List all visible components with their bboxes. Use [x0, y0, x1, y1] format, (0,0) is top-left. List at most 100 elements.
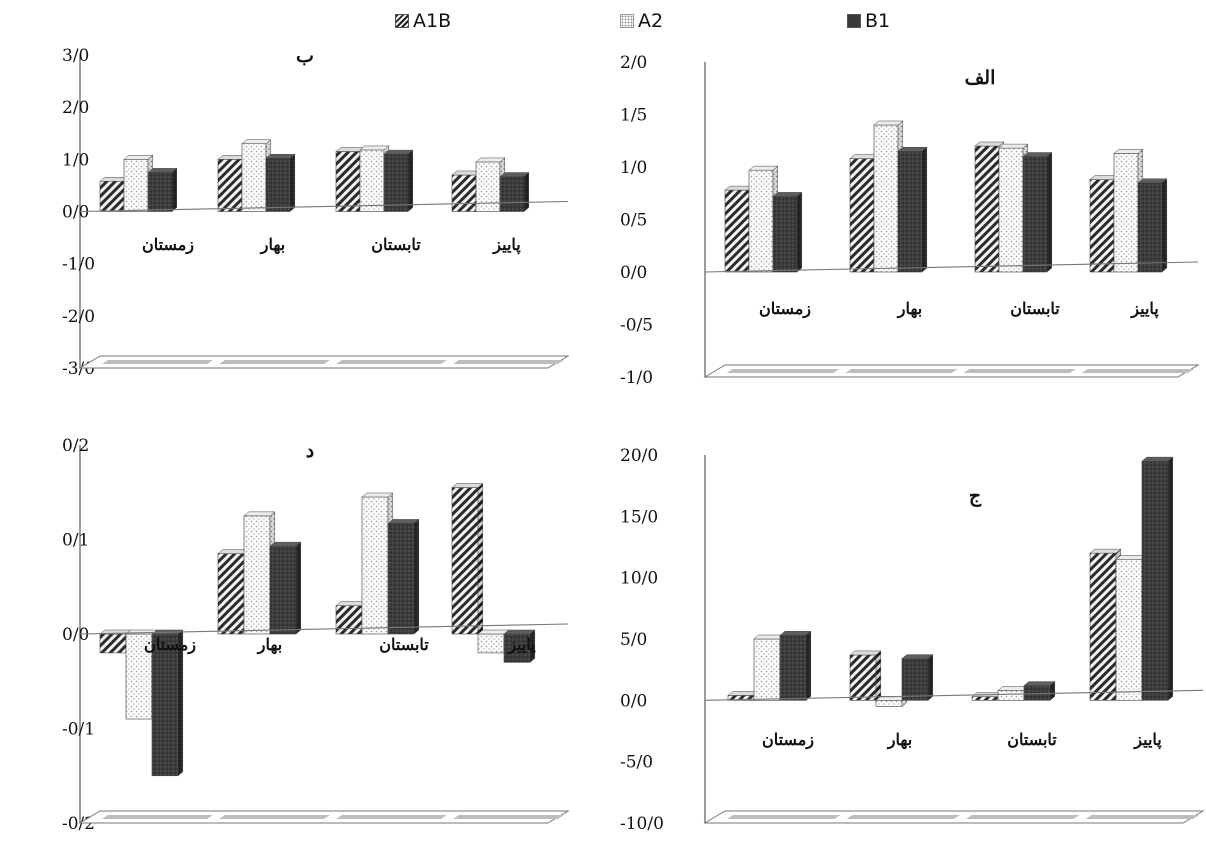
bar-top: [779, 631, 812, 636]
bar-front: [897, 150, 923, 273]
bar-front: [779, 635, 807, 701]
floor-tile: [727, 815, 841, 819]
floor-tile: [846, 815, 960, 819]
bar-side: [413, 518, 420, 635]
bar-side: [1161, 178, 1168, 273]
category-label: بهار: [257, 635, 282, 655]
bar-b1: [901, 654, 934, 701]
floor-tile: [963, 369, 1076, 373]
floor-tile: [845, 369, 958, 373]
floor-tile: [727, 369, 840, 373]
bar-top: [503, 629, 536, 635]
bar-front: [387, 523, 415, 635]
bar-top: [748, 165, 779, 171]
y-tick-label: -0/5: [620, 316, 653, 336]
bar-side: [1167, 456, 1174, 701]
bar-front: [1089, 552, 1117, 701]
chart-panel-jim: 20/0 15/0 10/0 5/0 0/0 -5/0 -10/0 زمستان بهار تاب…: [620, 446, 1205, 834]
bar-a2: [243, 511, 276, 635]
bar-top: [1022, 152, 1053, 157]
bar-front: [724, 189, 750, 273]
bar-front: [1089, 179, 1115, 273]
bar-side: [477, 482, 484, 635]
y-tick-label: 1/0: [62, 150, 89, 170]
y-tick-label: 20/0: [620, 446, 658, 466]
bar-side: [289, 153, 296, 213]
bar-top: [1141, 456, 1174, 462]
bar-top: [901, 654, 934, 659]
floor-tile: [453, 815, 564, 819]
y-tick-label: 0/1: [62, 531, 89, 551]
bar-top: [477, 629, 510, 635]
bar-front: [849, 158, 875, 273]
bar-front: [123, 159, 149, 212]
y-tick-label: 10/0: [620, 569, 658, 589]
floor-tile: [219, 360, 330, 364]
bar-front: [997, 690, 1025, 701]
bar-top: [123, 155, 154, 160]
bar-front: [99, 633, 127, 654]
bar-b1: [1022, 151, 1053, 273]
y-tick-label: 2/0: [62, 98, 89, 118]
panel-title: د: [306, 440, 314, 462]
category-label: تابستان: [1007, 730, 1057, 749]
bar-front: [241, 143, 267, 212]
bar-front: [753, 638, 781, 701]
bar-a1b: [451, 482, 484, 635]
bar-top: [1023, 681, 1056, 686]
bar-front: [748, 169, 774, 273]
bar-a1b: [849, 650, 882, 701]
bar-top: [1089, 548, 1122, 554]
bar-side: [921, 146, 928, 273]
legend-label-a2: A2: [638, 10, 664, 32]
bar-front: [974, 145, 1000, 273]
legend-item-a2: A2: [620, 10, 663, 32]
category-label: زمستان: [762, 730, 814, 750]
bar-top: [1113, 149, 1144, 154]
bar-top: [383, 149, 414, 155]
category-label: تابستان: [379, 635, 429, 654]
bar-side: [927, 654, 934, 701]
y-tick-label: 0/5: [620, 211, 647, 231]
legend-label-b1: B1: [865, 10, 891, 32]
bar-top: [873, 120, 904, 126]
y-tick-label: -0/1: [62, 720, 95, 740]
y-tick-label: 1/5: [620, 106, 647, 126]
bar-b1: [151, 629, 184, 777]
bar-front: [125, 633, 153, 720]
bar-front: [475, 161, 501, 212]
bar-front: [147, 172, 173, 212]
category-label: پاییز: [507, 635, 536, 655]
bar-front: [99, 180, 125, 212]
floor-tile: [102, 360, 213, 364]
bar-a2: [748, 165, 779, 273]
bar-top: [475, 157, 506, 163]
floor-tile: [453, 360, 564, 364]
category-label: پاییز: [492, 235, 521, 255]
bar-top: [998, 143, 1029, 149]
floor-tile: [102, 815, 213, 819]
bar-front: [477, 633, 505, 654]
chart-legend: A1B A2 B1: [0, 0, 1206, 40]
category-label: پاییز: [1133, 730, 1162, 750]
bar-top: [849, 650, 882, 656]
bar-top: [265, 154, 296, 159]
zero-baseline: [704, 261, 1199, 273]
y-tick-label: 3/0: [62, 46, 89, 66]
bar-b1: [265, 153, 296, 213]
y-tick-label: 2/0: [620, 53, 647, 73]
y-tick-label: 0/0: [620, 691, 647, 711]
bar-top: [269, 541, 302, 547]
y-tick-label: 0/0: [62, 203, 89, 223]
category-label: زمستان: [142, 235, 194, 255]
legend-swatch-a1b: [395, 14, 409, 28]
bar-front: [359, 149, 385, 212]
y-tick-label: 1/0: [620, 158, 647, 178]
bar-b1: [499, 172, 530, 213]
category-label: تابستان: [371, 235, 421, 254]
bar-top: [147, 168, 178, 173]
bar-b1: [1141, 456, 1174, 701]
legend-swatch-a2: [620, 14, 634, 28]
bar-front: [849, 654, 877, 701]
